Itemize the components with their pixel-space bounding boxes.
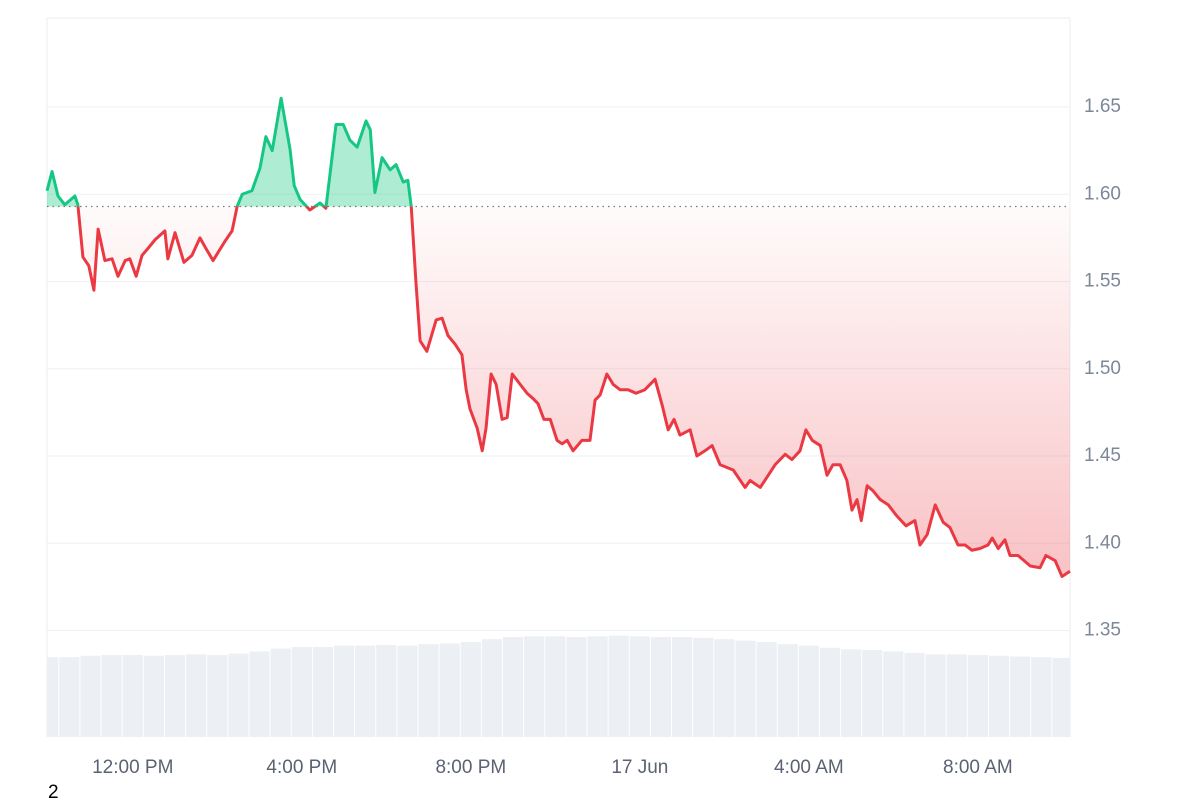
x-tick-label: 12:00 PM bbox=[92, 757, 173, 778]
volume-bar bbox=[545, 636, 566, 737]
area-fill bbox=[47, 98, 1070, 577]
volume-bar bbox=[841, 649, 862, 737]
volume-bar bbox=[228, 653, 249, 737]
volume-bar bbox=[650, 637, 672, 737]
volume-bar bbox=[439, 643, 460, 737]
volume-bar bbox=[122, 655, 143, 737]
y-tick-label: 1.35 bbox=[1084, 620, 1121, 641]
volume-bar bbox=[47, 657, 59, 737]
volume-bar bbox=[672, 637, 693, 737]
volume-bar bbox=[566, 637, 587, 737]
volume-bar bbox=[143, 655, 164, 737]
volume-bar bbox=[376, 644, 397, 737]
volume-bar bbox=[798, 645, 819, 737]
x-tick-label: 8:00 AM bbox=[943, 757, 1013, 778]
volume-bar bbox=[207, 655, 228, 737]
volume-bar bbox=[756, 642, 777, 737]
volume-bar bbox=[503, 637, 524, 737]
y-tick-label: 1.40 bbox=[1084, 532, 1121, 553]
volume-bar bbox=[1031, 657, 1052, 737]
y-tick-label: 1.65 bbox=[1084, 96, 1121, 117]
volume-bar bbox=[988, 655, 1010, 737]
x-tick-label: 8:00 PM bbox=[435, 757, 506, 778]
volume-bar bbox=[164, 655, 186, 737]
volume-bar bbox=[1052, 657, 1070, 737]
volume-bar bbox=[59, 657, 80, 737]
volume-bar bbox=[925, 654, 946, 737]
price-line bbox=[45, 96, 1071, 578]
y-tick-label: 1.50 bbox=[1084, 358, 1121, 379]
volume-bar bbox=[1010, 656, 1031, 737]
volume-bar bbox=[291, 647, 312, 737]
y-tick-label: 1.45 bbox=[1084, 445, 1121, 466]
volume-bar bbox=[883, 651, 904, 737]
volume-bar bbox=[355, 645, 376, 737]
volume-bar bbox=[693, 637, 714, 737]
volume-bar bbox=[967, 655, 988, 737]
volume-bars bbox=[47, 635, 1070, 737]
volume-bar bbox=[312, 647, 333, 737]
volume-bar bbox=[418, 644, 439, 737]
volume-bar bbox=[777, 644, 798, 737]
x-tick-label: 4:00 PM bbox=[266, 757, 337, 778]
volume-bar bbox=[270, 648, 291, 737]
volume-bar bbox=[735, 640, 756, 737]
volume-bar bbox=[101, 655, 122, 737]
x-tick-label: 4:00 AM bbox=[774, 757, 844, 778]
volume-bar bbox=[587, 636, 608, 737]
volume-bar bbox=[524, 636, 545, 737]
footnote: 2 bbox=[48, 782, 59, 800]
volume-bar bbox=[608, 635, 629, 737]
volume-bar bbox=[862, 650, 883, 737]
y-tick-label: 1.55 bbox=[1084, 271, 1121, 292]
volume-bar bbox=[186, 654, 207, 737]
y-tick-label: 1.60 bbox=[1084, 183, 1121, 204]
volume-bar bbox=[333, 645, 355, 737]
volume-bar bbox=[249, 651, 270, 737]
volume-bar bbox=[397, 645, 418, 737]
volume-bar bbox=[629, 636, 650, 737]
x-tick-label: 17 Jun bbox=[611, 757, 668, 778]
volume-bar bbox=[946, 654, 967, 737]
volume-bar bbox=[819, 647, 841, 737]
volume-bar bbox=[460, 642, 481, 737]
volume-bar bbox=[481, 639, 503, 737]
volume-bar bbox=[714, 639, 735, 737]
volume-bar bbox=[80, 655, 101, 737]
volume-bar bbox=[904, 652, 925, 737]
